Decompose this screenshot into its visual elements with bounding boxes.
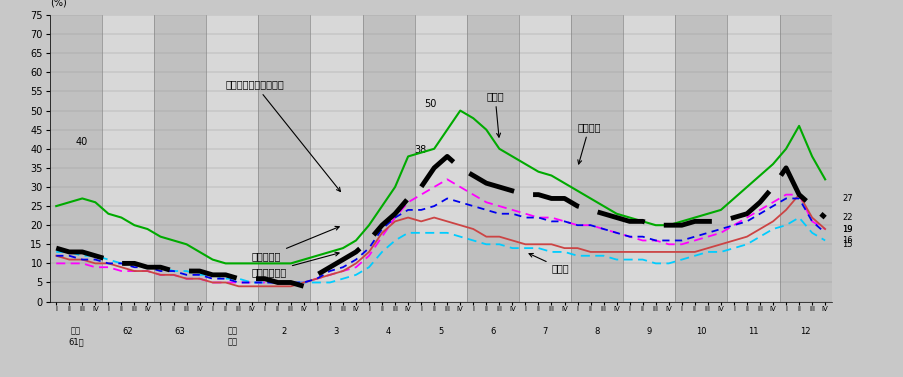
- Bar: [466, 15, 518, 302]
- Text: 19: 19: [842, 225, 852, 233]
- Bar: [310, 15, 362, 302]
- Text: 16: 16: [842, 236, 852, 245]
- Text: 7: 7: [542, 326, 547, 336]
- Text: 62: 62: [123, 326, 133, 336]
- Bar: [414, 15, 466, 302]
- Text: 27: 27: [842, 194, 852, 203]
- Text: 2: 2: [282, 326, 286, 336]
- Text: 11: 11: [748, 326, 758, 336]
- Text: 22: 22: [842, 213, 852, 222]
- Bar: [675, 15, 727, 302]
- Text: ５産業計: ５産業計: [577, 122, 600, 164]
- Bar: [362, 15, 414, 302]
- Bar: [778, 15, 831, 302]
- Text: 昭和
61年: 昭和 61年: [68, 326, 83, 346]
- Text: 3: 3: [333, 326, 339, 336]
- Text: 平成
元年: 平成 元年: [227, 326, 237, 346]
- Text: 運輸・通信業: 運輸・通信業: [251, 252, 339, 277]
- Bar: [571, 15, 622, 302]
- Text: 10: 10: [695, 326, 706, 336]
- Bar: [622, 15, 675, 302]
- Text: 63: 63: [174, 326, 185, 336]
- Text: 40: 40: [76, 137, 88, 147]
- Text: 卸売・小売業，飲食店: 卸売・小売業，飲食店: [226, 80, 340, 192]
- Text: 9: 9: [646, 326, 651, 336]
- Text: 5: 5: [438, 326, 442, 336]
- Bar: [518, 15, 571, 302]
- Bar: [154, 15, 206, 302]
- Text: 4: 4: [386, 326, 391, 336]
- Text: 6: 6: [489, 326, 495, 336]
- Bar: [50, 15, 102, 302]
- Bar: [102, 15, 154, 302]
- Bar: [206, 15, 258, 302]
- Text: 19: 19: [842, 225, 852, 233]
- Text: 38: 38: [414, 146, 426, 155]
- Text: 50: 50: [424, 99, 435, 109]
- Text: 建設業: 建設業: [528, 253, 569, 273]
- Text: 12: 12: [799, 326, 810, 336]
- Text: (%): (%): [50, 0, 67, 8]
- Text: 15: 15: [842, 240, 852, 249]
- Bar: [258, 15, 310, 302]
- Text: 8: 8: [594, 326, 599, 336]
- Bar: [727, 15, 778, 302]
- Text: 製造業: 製造業: [486, 91, 503, 137]
- Text: サービス業: サービス業: [251, 227, 339, 262]
